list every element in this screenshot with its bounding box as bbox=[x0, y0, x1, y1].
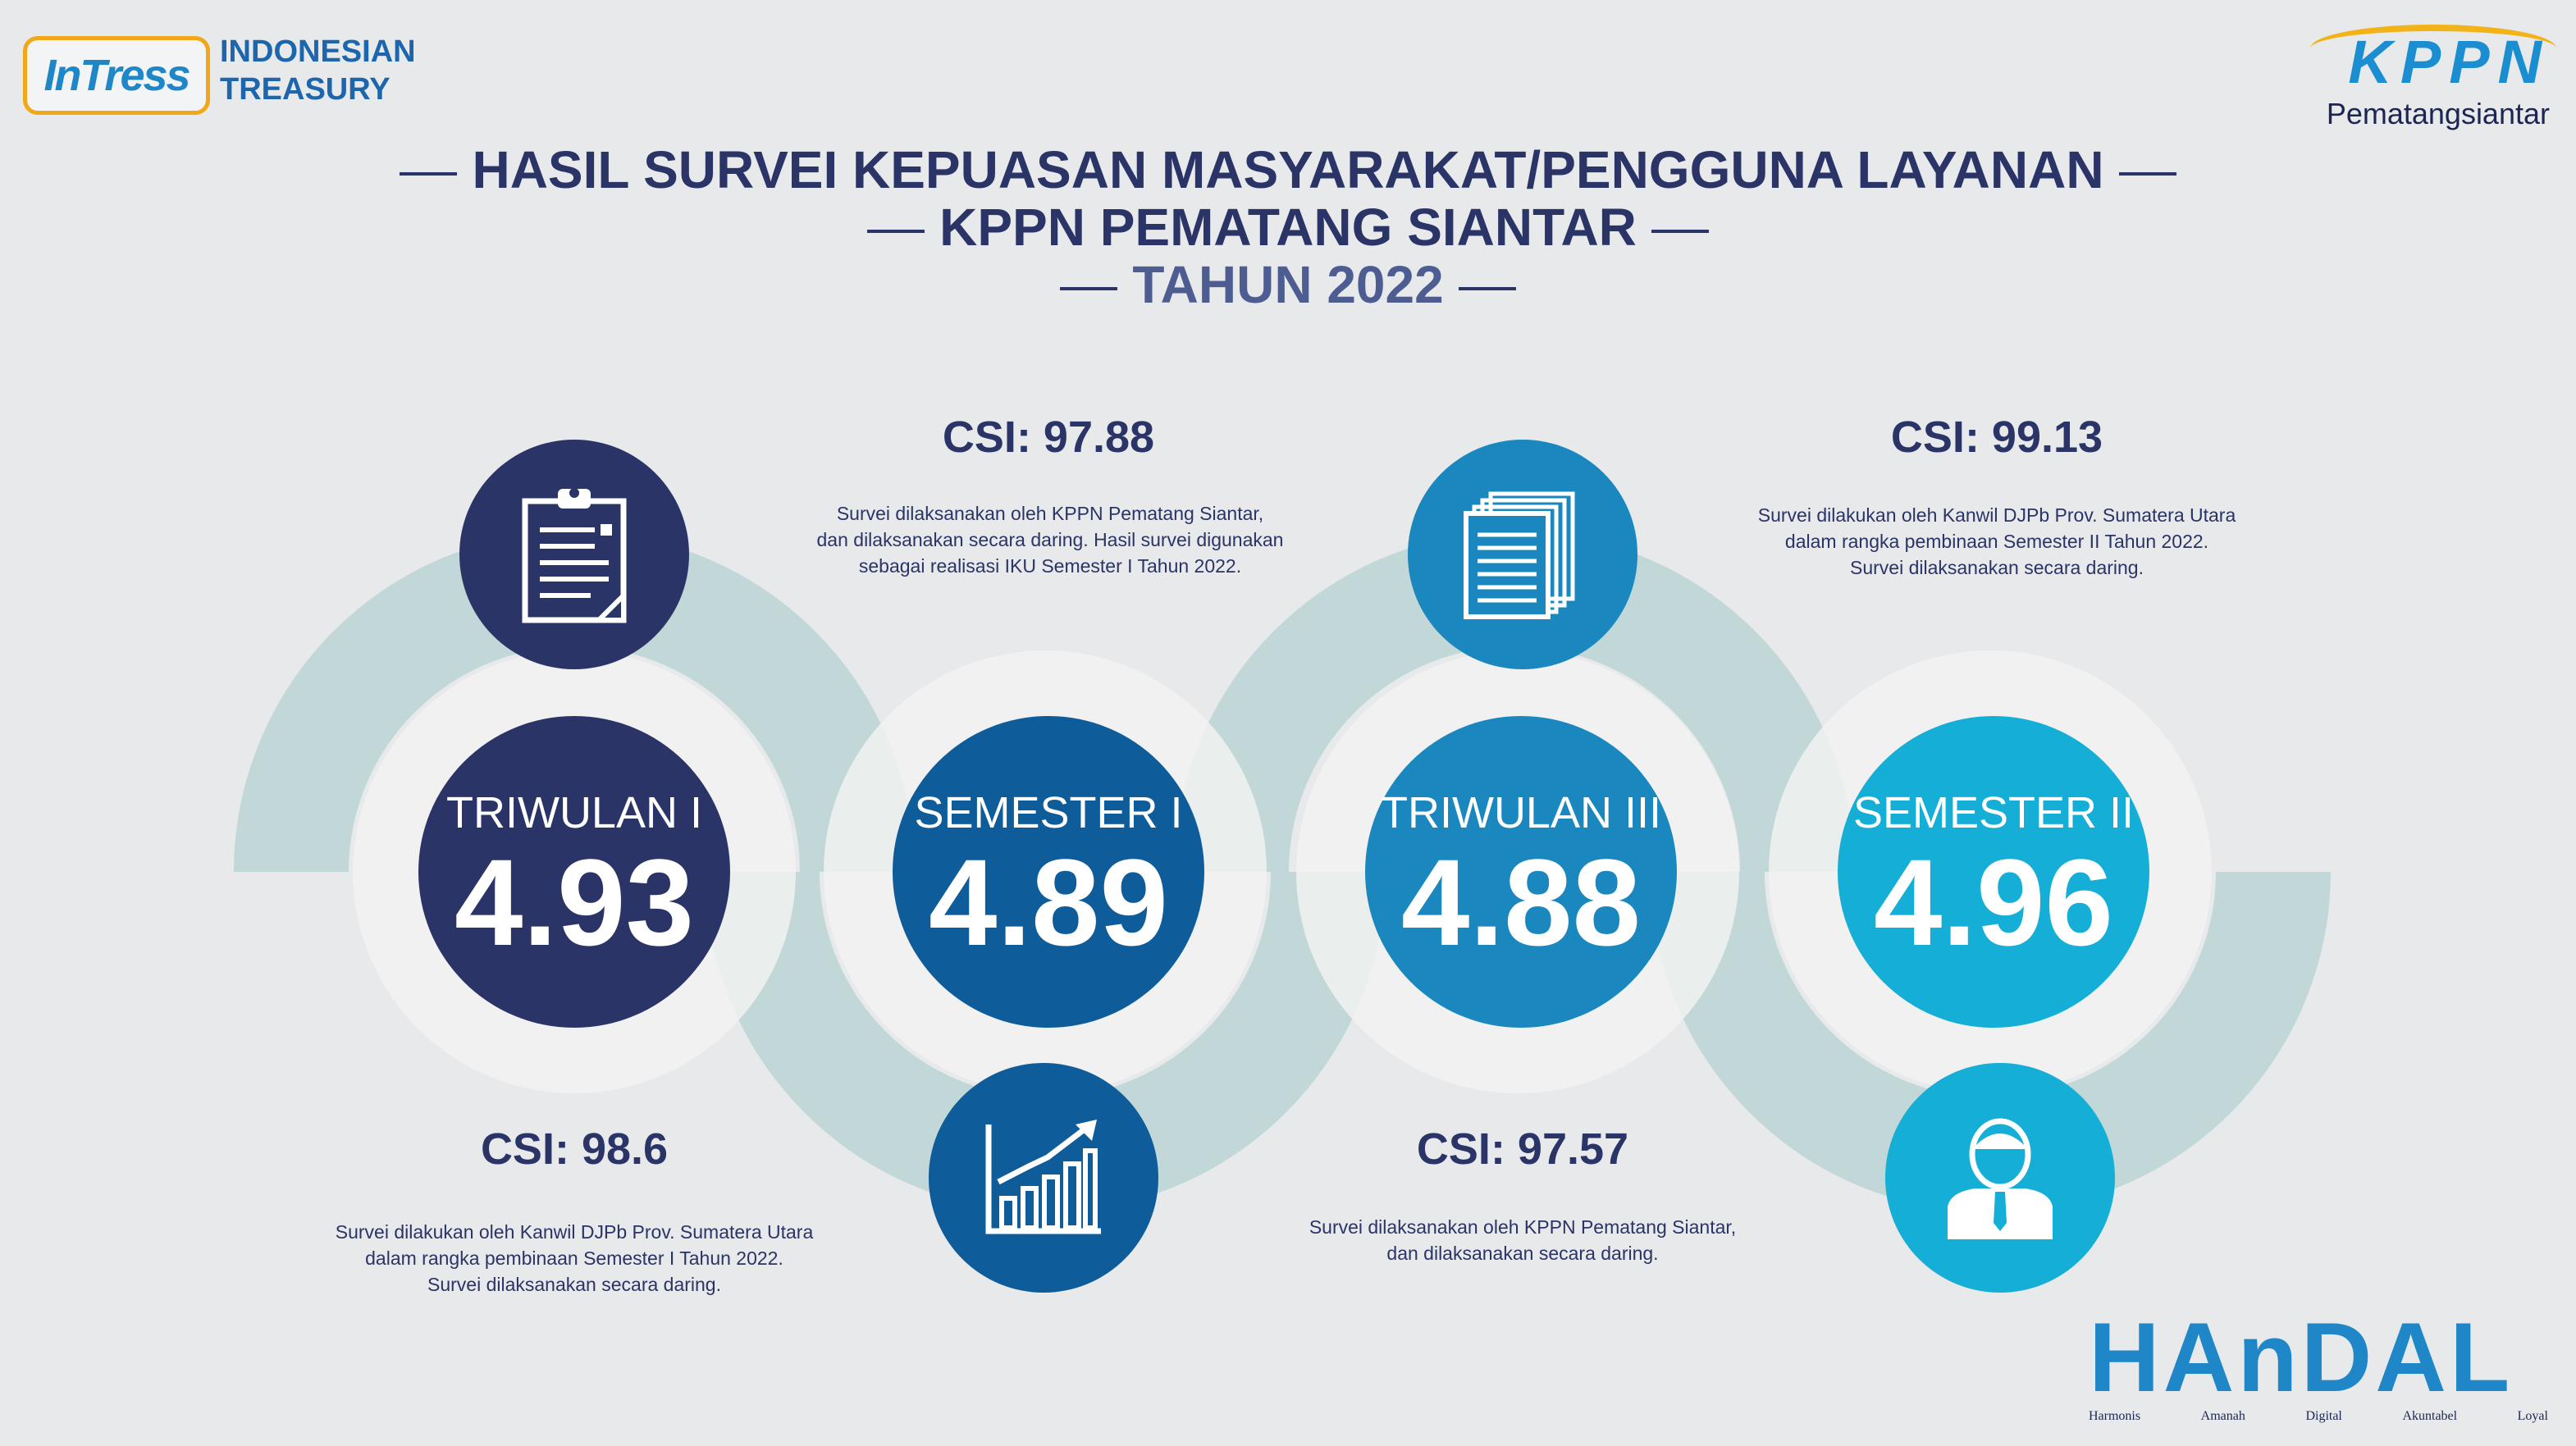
title-text-3: TAHUN 2022 bbox=[1132, 255, 1444, 314]
desc-line: Survei dilaksanakan oleh KPPN Pematang S… bbox=[836, 503, 1264, 524]
value-label: Harmonis bbox=[2089, 1409, 2141, 1423]
title-text-2: KPPN PEMATANG SIANTAR bbox=[939, 198, 1637, 257]
desc-line: dan dilaksanakan secara daring. bbox=[1386, 1243, 1659, 1264]
period-label: TRIWULAN III bbox=[1380, 788, 1661, 837]
documents-icon bbox=[1464, 491, 1575, 619]
handal-logo-text: HAnDAL bbox=[2089, 1302, 2514, 1412]
icon-circle-triwulan-3 bbox=[1408, 440, 1637, 669]
person-icon bbox=[1948, 1118, 2053, 1239]
icon-circle-semester-2 bbox=[1885, 1063, 2115, 1293]
icon-circle-semester-1 bbox=[929, 1063, 1158, 1293]
desc-semester-2: Survei dilakukan oleh Kanwil DJPb Prov. … bbox=[1693, 502, 2300, 581]
period-label: TRIWULAN I bbox=[445, 788, 702, 837]
title-line-2: KPPN PEMATANG SIANTAR bbox=[0, 197, 2576, 258]
desc-triwulan-3: Survei dilaksanakan oleh KPPN Pematang S… bbox=[1219, 1214, 1826, 1266]
icon-circle-triwulan-1 bbox=[459, 440, 689, 669]
value-label: Loyal bbox=[2517, 1409, 2548, 1423]
handal-logo: HAnDAL Harmonis Amanah Digital Akuntabel… bbox=[2089, 1302, 2548, 1424]
value-label: Digital bbox=[2305, 1409, 2342, 1423]
desc-line: Survei dilakukan oleh Kanwil DJPb Prov. … bbox=[1757, 504, 2236, 526]
desc-line: Survei dilaksanakan secara daring. bbox=[427, 1274, 721, 1295]
value-label: Akuntabel bbox=[2402, 1409, 2458, 1423]
desc-line: sebagai realisasi IKU Semester I Tahun 2… bbox=[858, 555, 1242, 577]
desc-line: Survei dilaksanakan secara daring. bbox=[1850, 557, 2144, 578]
kppn-logo: KPPN Pematangsiantar bbox=[2310, 25, 2556, 131]
period-score: 4.93 bbox=[454, 833, 694, 971]
kppn-logo-subtitle: Pematangsiantar bbox=[2326, 97, 2550, 130]
title-line-3: TAHUN 2022 bbox=[0, 254, 2576, 315]
org-name-line2: TREASURY bbox=[220, 72, 391, 107]
score-circle-triwulan-3: TRIWULAN III 4.88 bbox=[1365, 716, 1677, 1028]
desc-line: Survei dilakukan oleh Kanwil DJPb Prov. … bbox=[335, 1221, 814, 1243]
csi-semester-1: CSI: 97.88 bbox=[942, 413, 1155, 462]
desc-line: dan dilaksanakan secara daring. Hasil su… bbox=[816, 529, 1284, 550]
desc-line: dalam rangka pembinaan Semester II Tahun… bbox=[1784, 531, 2209, 552]
csi-triwulan-3: CSI: 97.57 bbox=[1416, 1124, 1629, 1174]
score-circle-semester-1: SEMESTER I 4.89 bbox=[893, 716, 1204, 1028]
period-score: 4.88 bbox=[1401, 833, 1641, 971]
chart-growth-icon bbox=[985, 1120, 1101, 1234]
desc-line: Survei dilaksanakan oleh KPPN Pematang S… bbox=[1309, 1216, 1737, 1238]
period-label: SEMESTER II bbox=[1852, 788, 2135, 837]
handal-values: Harmonis Amanah Digital Akuntabel Loyal bbox=[2089, 1409, 2548, 1424]
title-line-1: HASIL SURVEI KEPUASAN MASYARAKAT/PENGGUN… bbox=[0, 139, 2576, 200]
score-circle-triwulan-1: TRIWULAN I 4.93 bbox=[418, 716, 730, 1028]
value-label: Amanah bbox=[2200, 1409, 2245, 1423]
csi-semester-2: CSI: 99.13 bbox=[1890, 413, 2103, 462]
org-name-line1: INDONESIAN bbox=[220, 34, 416, 69]
title-text-1: HASIL SURVEI KEPUASAN MASYARAKAT/PENGGUN… bbox=[472, 140, 2104, 199]
period-score: 4.89 bbox=[929, 833, 1168, 971]
desc-line: dalam rangka pembinaan Semester I Tahun … bbox=[365, 1248, 783, 1269]
period-label: SEMESTER I bbox=[914, 788, 1183, 837]
intress-logo-text: InTress bbox=[43, 51, 190, 100]
desc-semester-1: Survei dilaksanakan oleh KPPN Pematang S… bbox=[730, 500, 1370, 579]
desc-triwulan-1: Survei dilakukan oleh Kanwil DJPb Prov. … bbox=[271, 1219, 878, 1298]
clipboard-icon bbox=[522, 488, 627, 623]
period-score: 4.96 bbox=[1874, 833, 2113, 971]
org-name: INDONESIAN TREASURY bbox=[220, 33, 416, 108]
intress-logo: InTress bbox=[23, 36, 210, 115]
csi-triwulan-1: CSI: 98.6 bbox=[480, 1124, 669, 1174]
score-circle-semester-2: SEMESTER II 4.96 bbox=[1838, 716, 2149, 1028]
